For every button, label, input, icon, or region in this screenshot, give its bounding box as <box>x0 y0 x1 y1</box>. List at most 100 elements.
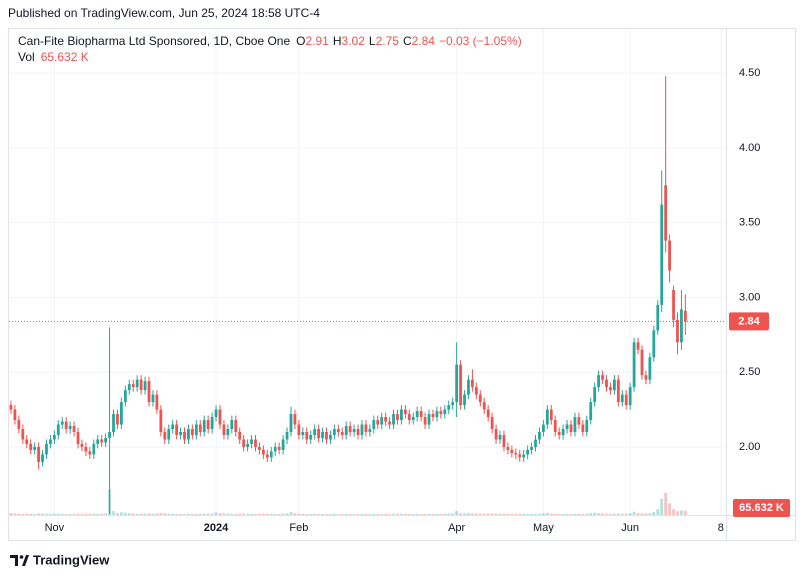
volume-bar <box>439 513 443 515</box>
x-tick-label: Jun <box>621 522 639 534</box>
volume-bar <box>486 513 490 515</box>
candle-body <box>194 424 198 435</box>
candle-body <box>96 439 100 444</box>
candle-body <box>526 449 530 455</box>
candle-body <box>80 443 84 447</box>
candle-body <box>664 185 668 241</box>
candle-body <box>415 411 419 418</box>
volume-bar <box>510 514 514 515</box>
volume-bar <box>206 513 210 515</box>
volume-bar <box>100 513 104 515</box>
volume-bar <box>632 511 636 515</box>
candle-body <box>37 446 40 462</box>
candle-body <box>447 405 451 410</box>
ohlc-letter: C <box>403 34 412 48</box>
candle-body <box>565 424 569 430</box>
last-price-tag <box>729 312 769 331</box>
grid <box>9 29 726 515</box>
candle-body <box>624 394 628 406</box>
volume-bar <box>64 514 68 515</box>
volume-bar <box>534 513 537 515</box>
candle-body <box>155 394 159 410</box>
volume-bar <box>415 513 419 515</box>
volume-bar <box>577 513 581 515</box>
candle-body <box>585 420 589 433</box>
volume-bar <box>325 514 328 515</box>
candle-body <box>384 417 388 422</box>
volume-bar <box>435 514 439 515</box>
candle-body <box>104 437 108 443</box>
volume-bar <box>384 513 388 515</box>
candle-body <box>502 434 506 447</box>
candle-body <box>198 424 202 433</box>
volume-bar <box>388 514 391 515</box>
volume-bar <box>131 513 135 515</box>
legend-title: Can-Fite Biopharma Ltd Sponsored, 1D, Cb… <box>18 34 290 48</box>
candle-body <box>427 414 431 425</box>
volume-bar <box>29 513 33 515</box>
volume-bar <box>56 513 60 515</box>
candle-body <box>261 449 265 455</box>
candle-body <box>589 402 593 421</box>
volume-bar <box>585 513 589 515</box>
volume-bar <box>482 513 486 515</box>
chart-frame <box>8 28 796 541</box>
volume-bar <box>396 513 399 515</box>
volume-bar <box>80 514 84 515</box>
volume-bar <box>163 513 167 515</box>
candle-body <box>187 429 190 440</box>
logo-dot <box>19 555 24 559</box>
volume-bar <box>179 514 182 515</box>
volume-bar <box>601 513 604 515</box>
candle-body <box>372 420 376 430</box>
volume-bar <box>561 514 565 515</box>
last-price-label: 2.84 <box>738 315 760 327</box>
candle-body <box>581 424 585 433</box>
volume-bar <box>463 513 466 515</box>
candle-body <box>573 417 577 433</box>
candle-body <box>175 424 179 435</box>
volume-bar <box>376 514 380 515</box>
candle-body <box>676 319 679 343</box>
candle-body <box>76 432 80 444</box>
candle-body <box>352 429 356 433</box>
volume-bar <box>147 513 151 515</box>
volume-bar <box>33 514 37 515</box>
candle-body <box>120 402 123 425</box>
volume-bar <box>218 513 222 515</box>
candle-body <box>246 443 250 447</box>
candle-body <box>9 405 13 410</box>
volume-bar <box>112 511 115 515</box>
y-tick-label: 3.50 <box>739 217 760 229</box>
volume-bar <box>593 512 597 515</box>
volume-bar <box>340 514 344 515</box>
volume-bar <box>60 514 64 515</box>
volume-bar <box>636 513 640 515</box>
candle-body <box>668 240 672 271</box>
candle-body <box>534 439 537 447</box>
volume-bar <box>135 513 139 515</box>
candle-body <box>609 387 612 391</box>
candle-body <box>356 429 360 435</box>
volume-bar <box>143 513 147 515</box>
candle-body <box>510 449 514 453</box>
candle-body <box>269 451 273 458</box>
candle-body <box>313 429 317 435</box>
volume-bar <box>668 503 672 515</box>
x-tick-label: May <box>533 522 554 534</box>
candle-body <box>301 432 305 435</box>
x-tick-label: Nov <box>45 522 65 534</box>
candle-body <box>258 446 261 450</box>
candle-body <box>459 364 462 406</box>
volume-bar <box>431 514 435 515</box>
candle-body <box>344 426 348 435</box>
volume-bar <box>683 510 687 515</box>
candle-body <box>451 402 455 406</box>
legend-volume-line: Vol 65.632 K <box>18 50 89 64</box>
volume-bar <box>518 513 522 515</box>
candle-body <box>214 409 218 418</box>
candle-body <box>392 414 395 425</box>
volume-bar <box>573 513 577 515</box>
logo-slash <box>22 555 29 566</box>
volume-bar <box>403 513 407 515</box>
